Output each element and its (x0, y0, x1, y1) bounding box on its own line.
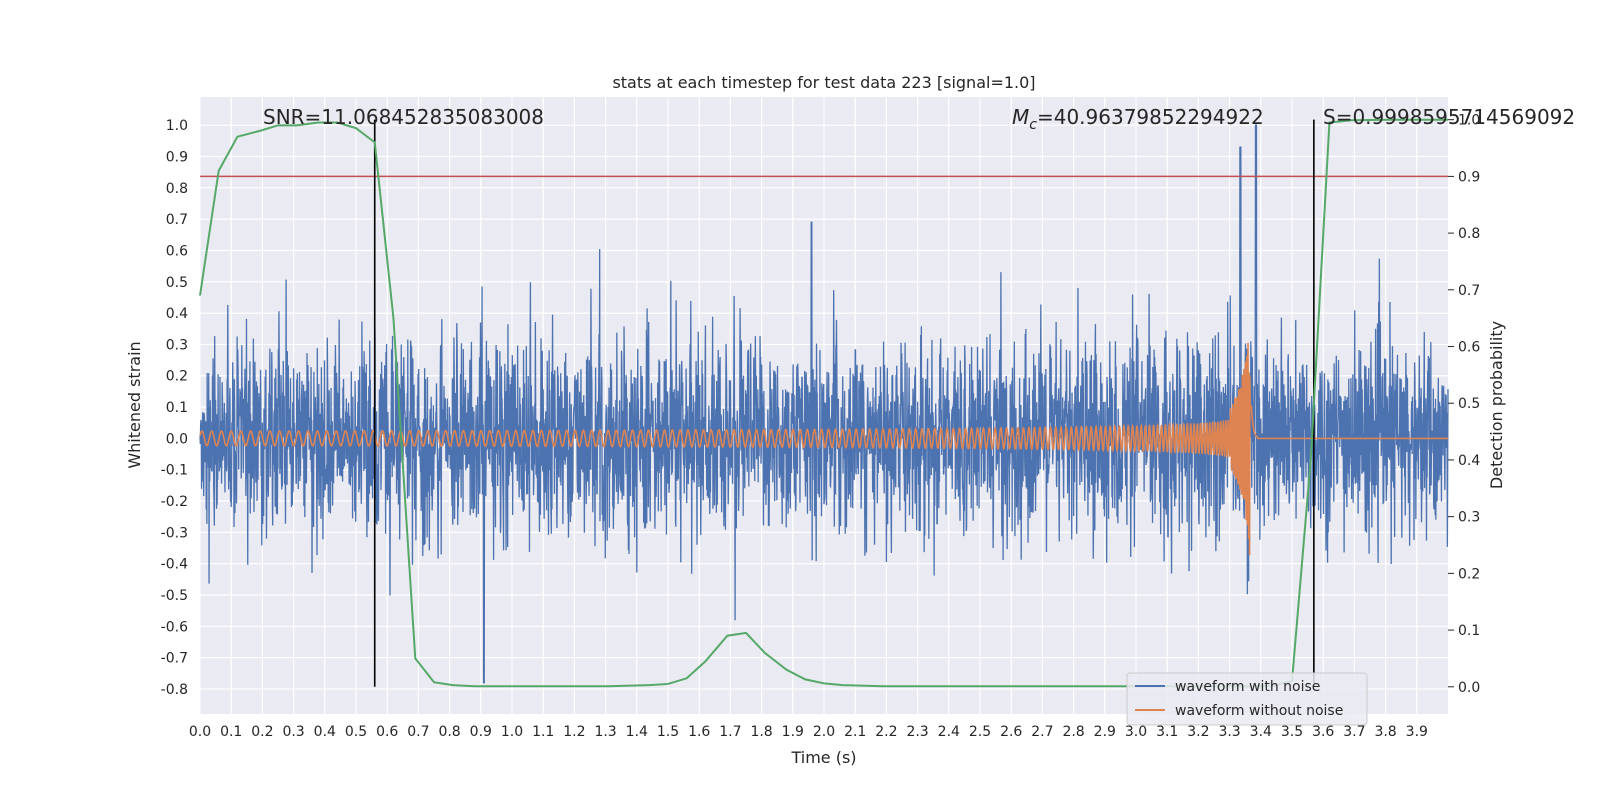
y-right-tick-label: 0.6 (1458, 340, 1480, 356)
x-tick-label: 1.3 (594, 724, 616, 740)
x-tick-label: 1.9 (782, 724, 804, 740)
x-tick-label: 0.7 (407, 724, 429, 740)
x-tick-label: 1.6 (688, 724, 710, 740)
y-left-tick-label: -0.4 (161, 557, 188, 573)
y-left-tick-label: 0.9 (166, 150, 188, 166)
x-tick-label: 0.1 (220, 724, 242, 740)
x-tick-label: 1.0 (501, 724, 523, 740)
chirp-mass-annotation: Mc=40.96379852294922 (1012, 105, 1264, 133)
clean-waveform-series (199, 342, 1448, 556)
noisy-waveform-series (199, 124, 1449, 684)
chirp-mass-symbol: M (1012, 105, 1029, 129)
ticks: 0.0 0.1 0.2 0.3 0.4 0.5 0.6 0.7 0.8 0.9 1.0 1.1 1.2 1… (161, 113, 1481, 740)
x-tick-label: 0.5 (345, 724, 367, 740)
y-left-tick-label: 0.4 (166, 306, 188, 322)
y-right-tick-label: 1.0 (1458, 113, 1480, 129)
y-left-tick-label: 0.0 (166, 431, 188, 447)
y-left-tick-label: -0.5 (161, 588, 188, 604)
y-right-tick-label: 0.1 (1458, 623, 1480, 639)
x-tick-label: 0.8 (438, 724, 460, 740)
x-tick-label: 1.4 (626, 724, 648, 740)
x-tick-label: 2.8 (1062, 724, 1084, 740)
x-axis-label: Time (s) (790, 748, 856, 767)
x-tick-label: 0.0 (189, 724, 211, 740)
legend-label-clean: waveform without noise (1175, 703, 1343, 719)
x-tick-label: 3.8 (1374, 724, 1396, 740)
x-tick-label: 0.3 (282, 724, 304, 740)
y-right-axis-label: Detection probability (1487, 321, 1506, 489)
y-left-tick-label: -0.2 (161, 494, 188, 510)
y-left-tick-label: 1.0 (166, 118, 188, 134)
y-left-tick-label: 0.2 (166, 369, 188, 385)
y-right-tick-label: 0.8 (1458, 226, 1480, 242)
x-tick-label: 2.6 (1000, 724, 1022, 740)
chirp-mass-subscript: c (1029, 117, 1037, 133)
x-tick-label: 3.5 (1281, 724, 1303, 740)
y-right-tick-label: 0.0 (1458, 680, 1480, 696)
legend-box (1126, 672, 1368, 726)
x-tick-label: 2.3 (906, 724, 928, 740)
x-tick-label: 0.6 (376, 724, 398, 740)
x-tick-label: 0.4 (314, 724, 336, 740)
x-tick-label: 3.6 (1312, 724, 1334, 740)
snr-annotation: SNR=11.068452835083008 (263, 105, 544, 129)
clean-waveform-line (199, 342, 1448, 556)
x-tick-label: 1.8 (750, 724, 772, 740)
y-left-tick-label: -0.3 (161, 525, 188, 541)
x-tick-label: 2.4 (938, 724, 960, 740)
y-right-tick-label: 0.4 (1458, 453, 1480, 469)
x-tick-label: 3.3 (1218, 724, 1240, 740)
x-tick-label: 3.2 (1187, 724, 1209, 740)
x-tick-label: 2.7 (1031, 724, 1053, 740)
x-tick-label: 1.1 (532, 724, 554, 740)
x-tick-label: 0.9 (470, 724, 492, 740)
y-left-tick-label: 0.8 (166, 181, 188, 197)
x-tick-label: 2.0 (813, 724, 835, 740)
y-right-tick-label: 0.2 (1458, 566, 1480, 582)
y-left-tick-label: 0.5 (166, 275, 188, 291)
x-tick-label: 1.5 (657, 724, 679, 740)
y-right-tick-label: 0.5 (1458, 396, 1480, 412)
y-left-tick-label: 0.1 (166, 400, 188, 416)
x-tick-label: 3.4 (1250, 724, 1272, 740)
x-tick-label: 1.2 (563, 724, 585, 740)
x-tick-label: 2.2 (875, 724, 897, 740)
x-tick-label: 3.7 (1343, 724, 1365, 740)
x-tick-label: 3.9 (1406, 724, 1428, 740)
chirp-mass-value: =40.96379852294922 (1037, 105, 1264, 129)
y-left-tick-label: 0.3 (166, 337, 188, 353)
x-tick-label: 2.5 (969, 724, 991, 740)
y-right-tick-label: 0.9 (1458, 169, 1480, 185)
x-tick-label: 2.1 (844, 724, 866, 740)
legend-label-noisy: waveform with noise (1175, 679, 1320, 695)
y-left-tick-label: -0.1 (161, 463, 188, 479)
x-tick-label: 1.7 (719, 724, 741, 740)
x-tick-label: 3.0 (1125, 724, 1147, 740)
legend: waveform with noise waveform without noi… (1126, 672, 1368, 726)
x-tick-label: 3.1 (1156, 724, 1178, 740)
y-left-tick-label: -0.6 (161, 619, 188, 635)
noisy-waveform-line (199, 124, 1449, 684)
x-tick-label: 0.2 (251, 724, 273, 740)
y-left-tick-label: 0.6 (166, 243, 188, 259)
y-left-tick-label: 0.7 (166, 212, 188, 228)
chart-title: stats at each timestep for test data 223… (612, 73, 1035, 92)
y-right-tick-label: 0.7 (1458, 283, 1480, 299)
y-right-tick-label: 0.3 (1458, 510, 1480, 526)
y-left-axis-label: Whitened strain (125, 341, 144, 468)
y-left-tick-label: -0.7 (161, 651, 188, 667)
y-left-tick-label: -0.8 (161, 682, 188, 698)
x-tick-label: 2.9 (1094, 724, 1116, 740)
detection-statistic-annotation: S=0.9998595714569092 (1323, 105, 1575, 129)
